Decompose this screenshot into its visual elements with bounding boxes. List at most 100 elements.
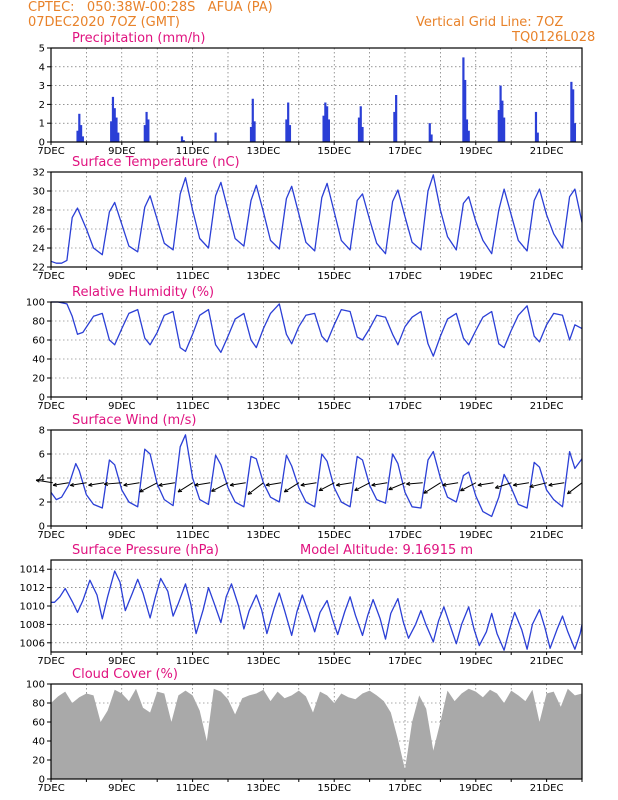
precip-bar — [182, 140, 185, 142]
wind-series-line — [50, 434, 583, 518]
wind-arrow — [158, 482, 175, 486]
precip-bar — [111, 96, 115, 142]
precip-xtick-label: 21DEC — [530, 146, 564, 157]
precip-bar — [501, 100, 504, 142]
wind-frame — [50, 429, 583, 527]
pres-ytick-label: 1008 — [20, 620, 45, 631]
wind-arrow — [371, 482, 388, 486]
precip-bar — [357, 117, 361, 142]
wind-arrow-head — [300, 482, 305, 486]
precip-bar — [145, 111, 148, 142]
precip-bar — [467, 130, 470, 142]
wind-arrow-head — [178, 490, 183, 493]
rh-xtick-label: 17DEC — [388, 401, 422, 412]
wind-arrow-head — [477, 482, 482, 486]
temp-ytick-label: 22 — [32, 263, 45, 274]
pres-series-line — [51, 570, 583, 651]
wind-arrow-head — [158, 482, 163, 486]
temp-ytick-label: 26 — [32, 225, 45, 236]
wind-xtick-label: 13DEC — [247, 530, 281, 541]
wind-arrow-head — [460, 487, 464, 492]
pres-ytick-label: 1006 — [20, 638, 45, 649]
wind-arrow — [423, 482, 441, 494]
wind-arrow-head — [388, 486, 392, 490]
wind-arrow-head — [423, 492, 428, 494]
precip-ytick-label: 2 — [39, 100, 45, 111]
run-time-header: 07DEC2020 7OZ (GMT) — [28, 15, 180, 30]
wind-arrow — [460, 482, 477, 492]
precip-bar — [462, 57, 465, 142]
pres-frame — [50, 559, 583, 653]
wind-title: Surface Wind (m/s) — [72, 413, 196, 428]
cloud-ytick-label: 60 — [32, 718, 45, 729]
model-code: TQ0126L028 — [512, 30, 596, 45]
precip-xtick-label: 11DEC — [176, 146, 210, 157]
wind-arrow-head — [283, 488, 287, 493]
rh-xtick-label: 11DEC — [176, 401, 210, 412]
precip-bar — [572, 89, 575, 142]
precip-xtick-label: 7DEC — [37, 146, 64, 157]
precip-bar — [327, 119, 330, 142]
precip-bar — [464, 79, 467, 142]
cloud-ytick-label: 20 — [32, 756, 45, 767]
precip-ytick-label: 1 — [39, 119, 45, 130]
wind-arrow — [567, 482, 583, 495]
precip-ytick-label: 5 — [39, 44, 45, 55]
pres-xtick-label: 13DEC — [247, 656, 281, 667]
cloud-ytick-label: 0 — [39, 775, 45, 786]
rh-xtick-label: 19DEC — [459, 401, 493, 412]
wind-arrow-head — [35, 478, 41, 481]
cloud-ytick-label: 40 — [32, 737, 45, 748]
wind-xtick-label: 15DEC — [317, 530, 351, 541]
rh-xtick-label: 21DEC — [530, 401, 564, 412]
wind-arrow-head — [335, 482, 340, 486]
cloud-xtick-label: 7DEC — [37, 783, 64, 794]
wind-arrow-head — [52, 482, 57, 486]
precip-bar — [214, 132, 217, 142]
pres-xtick-label: 11DEC — [176, 656, 210, 667]
wind-arrow — [36, 479, 53, 484]
wind-xtick-label: 19DEC — [459, 530, 493, 541]
wind-arrow-head — [211, 488, 215, 492]
wind-arrow — [284, 482, 300, 493]
temp-frame — [50, 171, 583, 268]
wind-xtick-label: 7DEC — [37, 530, 64, 541]
temp-xtick-label: 11DEC — [176, 271, 210, 282]
temp-ytick-label: 24 — [32, 244, 45, 255]
precip-bar — [251, 98, 254, 142]
wind-xtick-label: 21DEC — [530, 530, 564, 541]
wind-arrow — [123, 482, 140, 486]
wind-arrow-head — [139, 488, 143, 493]
wind-xtick-label: 11DEC — [176, 530, 210, 541]
rh-frame — [50, 301, 583, 398]
wind-ytick-label: 2 — [39, 498, 45, 509]
precip-bar — [143, 125, 146, 142]
wind-arrow-head — [529, 484, 534, 488]
precip-bar — [393, 111, 396, 142]
precip-bar — [497, 110, 500, 142]
wind-xtick-label: 9DEC — [108, 530, 135, 541]
wind-arrow-head — [103, 481, 108, 485]
rh-ytick-label: 40 — [32, 355, 45, 366]
precip-bar — [428, 123, 431, 142]
wind-arrow-head — [442, 482, 446, 486]
pres-ytick-label: 1012 — [20, 583, 45, 594]
cloud-series-area — [51, 688, 582, 779]
wind-arrow — [548, 482, 565, 486]
precip-bar — [570, 81, 573, 142]
pres-xtick-label: 15DEC — [317, 656, 351, 667]
wind-arrow — [336, 482, 352, 486]
wind-arrow-head — [566, 490, 570, 495]
wind-arrow — [388, 482, 406, 491]
wind-arrow — [406, 482, 423, 485]
cloud-ytick-label: 100 — [26, 680, 45, 691]
temp-xtick-label: 7DEC — [37, 271, 64, 282]
precip-xtick-label: 19DEC — [459, 146, 493, 157]
wind-arrow-head — [247, 490, 251, 495]
cloud-xtick-label: 19DEC — [459, 783, 493, 794]
temp-ytick-label: 32 — [32, 168, 45, 179]
cloud-frame — [50, 683, 583, 780]
cloud-ytick-label: 80 — [32, 699, 45, 710]
precip-bar — [361, 126, 364, 142]
pres-title: Surface Pressure (hPa) — [72, 543, 219, 558]
